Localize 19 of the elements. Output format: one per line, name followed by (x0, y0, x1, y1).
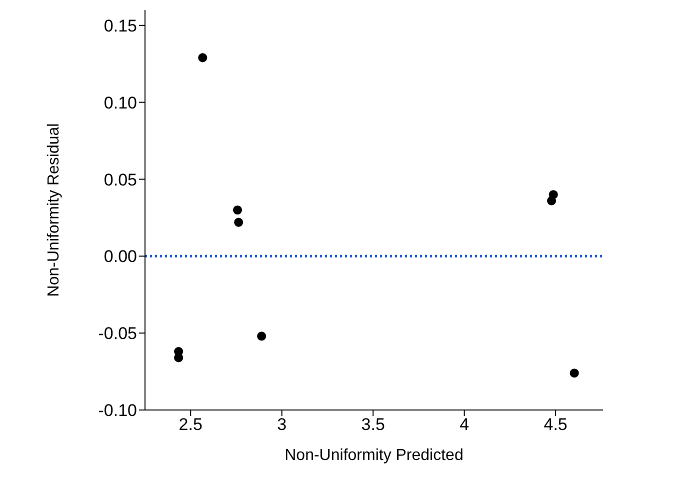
x-tick-label: 4 (460, 415, 470, 434)
y-tick-label: -0.10 (98, 401, 137, 420)
x-tick-label: 2.5 (178, 415, 202, 434)
y-tick-label: 0.05 (104, 170, 137, 190)
point (570, 368, 579, 378)
x-axis-title: Non-Uniformity Predicted (284, 447, 464, 464)
point (548, 190, 558, 200)
point (233, 205, 242, 215)
y-tick-label: 0.10 (104, 93, 137, 112)
y-tick-label: 0.00 (104, 247, 137, 266)
x-tick-label: 3.5 (361, 415, 385, 434)
x-tick-label: 4.5 (544, 415, 568, 434)
y-tick-label: 0.15 (104, 16, 137, 36)
y-tick-label: -0.05 (98, 324, 137, 344)
point (257, 332, 266, 341)
x-tick-label: 3 (277, 415, 287, 434)
y-axis-title: Non-Uniformity Residual (46, 123, 63, 297)
point (198, 53, 208, 62)
point (234, 218, 244, 227)
